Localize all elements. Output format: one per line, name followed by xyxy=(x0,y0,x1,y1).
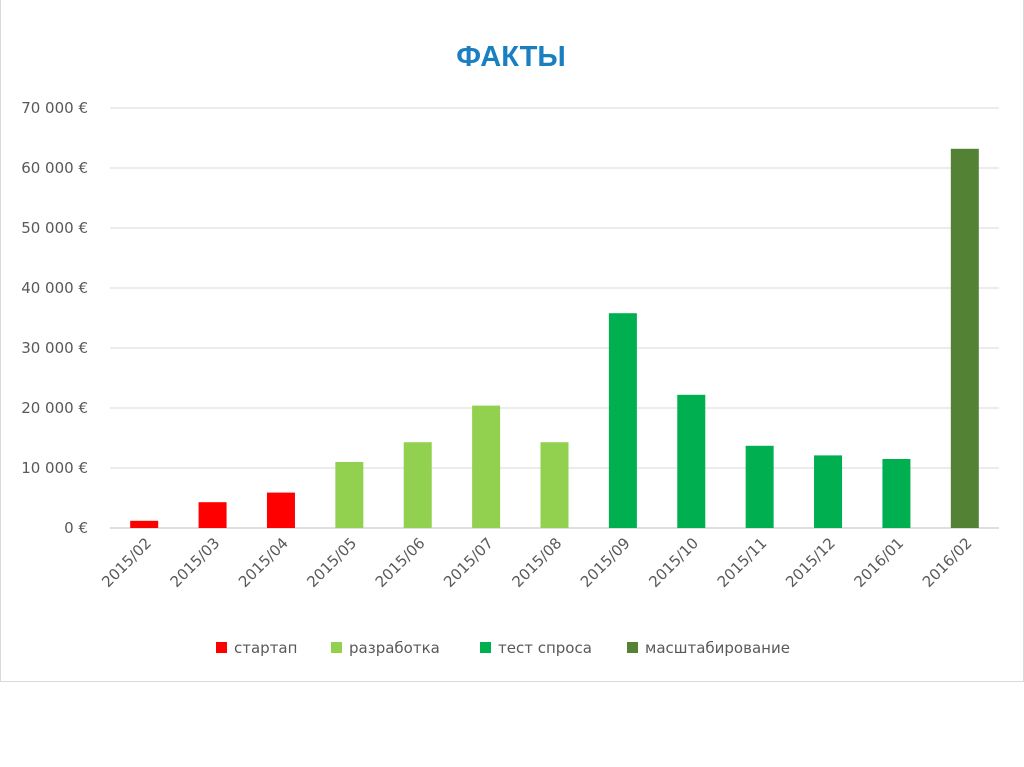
y-tick-label: 70 000 € xyxy=(21,99,88,117)
x-tick-label: 2015/05 xyxy=(303,534,360,591)
legend-swatch xyxy=(480,642,491,653)
x-tick-label: 2015/08 xyxy=(509,534,566,591)
y-tick-label: 10 000 € xyxy=(21,459,88,477)
x-tick-label: 2015/03 xyxy=(167,534,224,591)
x-tick-label: 2015/10 xyxy=(645,534,702,591)
bar xyxy=(540,442,569,528)
bar xyxy=(950,148,979,529)
legend-label: разработка xyxy=(349,639,440,657)
bar xyxy=(608,313,637,528)
bar xyxy=(814,455,843,528)
y-tick-label: 30 000 € xyxy=(21,339,88,357)
bar xyxy=(130,520,159,528)
legend-label: тест спроса xyxy=(498,639,592,657)
x-tick-label: 2015/06 xyxy=(372,534,429,591)
y-tick-label: 20 000 € xyxy=(21,399,88,417)
x-tick-label: 2015/07 xyxy=(440,534,497,591)
bar xyxy=(335,462,364,528)
legend-item: стартап xyxy=(216,639,297,657)
legend-swatch xyxy=(216,642,227,653)
y-tick-label: 60 000 € xyxy=(21,159,88,177)
x-tick-label: 2016/01 xyxy=(850,534,907,591)
bar xyxy=(677,394,706,528)
bar xyxy=(745,445,774,528)
footer-area xyxy=(0,682,1024,767)
legend-label: масштабирование xyxy=(645,639,790,657)
x-tick-label: 2016/02 xyxy=(919,534,976,591)
legend-item: разработка xyxy=(331,639,440,657)
bar xyxy=(403,442,432,528)
bar xyxy=(472,405,501,528)
slide-frame xyxy=(0,0,1024,682)
legend: стартап разработка тест спроса масштабирова… xyxy=(216,639,790,657)
legend-item: тест спроса xyxy=(480,639,592,657)
y-tick-label: 40 000 € xyxy=(21,279,88,297)
legend-label: стартап xyxy=(234,639,297,657)
y-tick-label: 50 000 € xyxy=(21,219,88,237)
bar xyxy=(198,502,227,528)
chart-title: ФАКТЫ xyxy=(456,41,566,73)
y-axis-tick-labels: 0 € 10 000 € 20 000 € 30 000 € 40 000 € 50 00… xyxy=(21,99,88,537)
x-tick-label: 2015/04 xyxy=(235,534,292,591)
bars xyxy=(130,148,979,529)
x-tick-label: 2015/02 xyxy=(98,534,155,591)
x-tick-label: 2015/11 xyxy=(714,534,771,591)
x-axis-tick-labels: 2015/02 2015/03 2015/04 2015/05 2015/06 2015/… xyxy=(98,534,975,591)
legend-swatch xyxy=(331,642,342,653)
legend-item: масштабирование xyxy=(627,639,790,657)
x-tick-label: 2015/09 xyxy=(577,534,634,591)
x-tick-label: 2015/12 xyxy=(782,534,839,591)
bar xyxy=(266,492,295,528)
y-tick-label: 0 € xyxy=(64,519,88,537)
bar xyxy=(882,459,911,528)
legend-swatch xyxy=(627,642,638,653)
